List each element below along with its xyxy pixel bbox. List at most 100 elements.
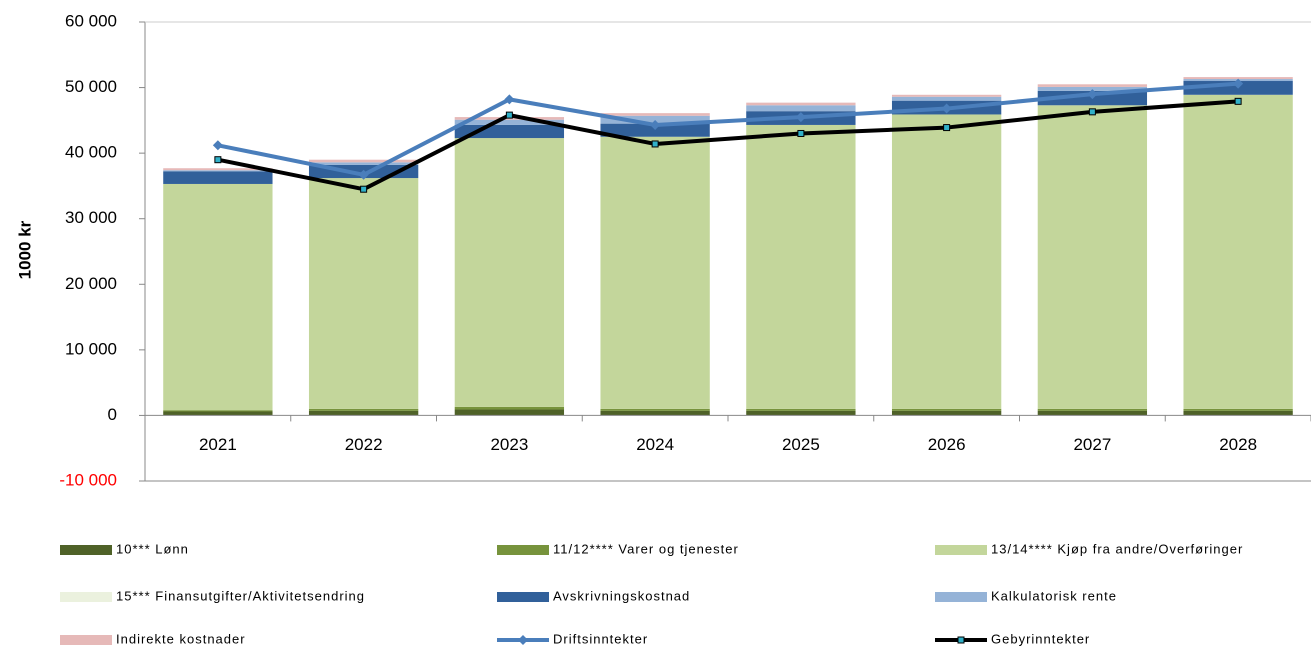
bar bbox=[1037, 410, 1148, 416]
legend-label: 13/14**** Kjøp fra andre/Overføringer bbox=[991, 541, 1243, 556]
legend-item: Indirekte kostnader bbox=[60, 631, 245, 646]
bar bbox=[1037, 84, 1148, 87]
line-marker bbox=[650, 119, 661, 130]
legend-item: Avskrivningskostnad bbox=[497, 588, 690, 603]
line-marker bbox=[505, 111, 513, 119]
bar bbox=[308, 410, 419, 416]
x-tick-label: 2025 bbox=[782, 435, 820, 454]
line-marker bbox=[795, 112, 806, 123]
x-tick-label: 2023 bbox=[490, 435, 528, 454]
legend-marker bbox=[957, 636, 965, 644]
y-tick-label: 10 000 bbox=[65, 339, 117, 358]
legend-swatch bbox=[60, 545, 112, 555]
x-tick-label: 2022 bbox=[345, 435, 383, 454]
bar bbox=[163, 168, 273, 171]
legend-label: 15*** Finansutgifter/Aktivitetsendring bbox=[116, 588, 365, 603]
line-marker bbox=[504, 94, 515, 105]
legend-item: 15*** Finansutgifter/Aktivitetsendring bbox=[60, 588, 365, 603]
bar bbox=[1183, 94, 1293, 409]
bar bbox=[308, 162, 419, 165]
line-marker bbox=[797, 129, 805, 137]
y-tick-label: 60 000 bbox=[65, 11, 117, 30]
x-tick-label: 2027 bbox=[1073, 435, 1111, 454]
bar bbox=[746, 124, 856, 409]
legend-label: 10*** Lønn bbox=[116, 541, 189, 556]
bar bbox=[1037, 86, 1148, 91]
bar bbox=[891, 408, 1002, 411]
bar bbox=[1183, 408, 1293, 411]
legend-item: Driftsinntekter bbox=[497, 631, 648, 646]
legend-marker bbox=[518, 635, 528, 645]
legend-item: 11/12**** Varer og tjenester bbox=[497, 541, 739, 556]
bar bbox=[891, 96, 1002, 101]
legend-item: Gebyrinntekter bbox=[935, 631, 1090, 646]
y-axis-title: 1000 kr bbox=[15, 220, 34, 279]
line-marker bbox=[214, 156, 222, 164]
bar bbox=[600, 410, 710, 416]
line bbox=[217, 81, 1239, 177]
bar bbox=[746, 410, 856, 416]
y-tick-label: 50 000 bbox=[65, 77, 117, 96]
legend-label: Driftsinntekter bbox=[553, 631, 648, 646]
legend-swatch bbox=[497, 592, 549, 602]
bar bbox=[1037, 408, 1148, 411]
bar bbox=[891, 410, 1002, 416]
bar bbox=[454, 409, 565, 416]
bar bbox=[454, 119, 565, 125]
line-marker bbox=[1087, 89, 1098, 100]
legend-swatch bbox=[60, 635, 112, 645]
line-marker bbox=[1234, 97, 1242, 105]
legend-label: Avskrivningskostnad bbox=[553, 588, 690, 603]
legend-label: Kalkulatorisk rente bbox=[991, 588, 1117, 603]
bar bbox=[308, 159, 419, 163]
bar bbox=[600, 123, 710, 137]
bar bbox=[746, 105, 856, 112]
legend-swatch bbox=[935, 545, 987, 555]
y-tick-label: 20 000 bbox=[65, 274, 117, 293]
legend-item: 10*** Lønn bbox=[60, 541, 189, 556]
legend-item: Kalkulatorisk rente bbox=[935, 588, 1117, 603]
y-tick-label: -10 000 bbox=[59, 470, 117, 489]
bar bbox=[891, 94, 1002, 97]
line bbox=[217, 99, 1239, 192]
legend-label: Gebyrinntekter bbox=[991, 631, 1090, 646]
line-marker bbox=[1088, 108, 1096, 116]
bar bbox=[600, 113, 710, 116]
bar bbox=[163, 171, 273, 184]
line-marker bbox=[212, 140, 223, 151]
bar bbox=[308, 408, 419, 411]
bar bbox=[163, 183, 273, 411]
x-tick-label: 2026 bbox=[928, 435, 966, 454]
bar bbox=[454, 406, 565, 410]
bar bbox=[891, 114, 1002, 409]
x-tick-label: 2021 bbox=[199, 435, 237, 454]
legend-swatch bbox=[935, 592, 987, 602]
legend-swatch bbox=[497, 545, 549, 555]
bar bbox=[454, 138, 565, 407]
line-marker bbox=[651, 140, 659, 148]
bar bbox=[1037, 105, 1148, 409]
bar bbox=[1183, 410, 1293, 416]
x-tick-label: 2028 bbox=[1219, 435, 1257, 454]
line-marker bbox=[943, 124, 951, 132]
legend-label: 11/12**** Varer og tjenester bbox=[553, 541, 739, 556]
x-tick-label: 2024 bbox=[636, 435, 674, 454]
bar bbox=[600, 115, 710, 124]
bar bbox=[746, 102, 856, 106]
line-marker bbox=[358, 169, 369, 180]
line-marker bbox=[360, 185, 368, 193]
bar bbox=[746, 408, 856, 411]
bar bbox=[600, 408, 710, 411]
y-tick-label: 40 000 bbox=[65, 143, 117, 162]
y-tick-label: 30 000 bbox=[65, 208, 117, 227]
bar bbox=[163, 410, 273, 412]
line-marker bbox=[1233, 78, 1244, 89]
y-tick-label: 0 bbox=[108, 405, 117, 424]
bar bbox=[1183, 77, 1293, 80]
bar bbox=[163, 170, 273, 172]
legend-swatch bbox=[60, 592, 112, 602]
legend-item: 13/14**** Kjøp fra andre/Overføringer bbox=[935, 541, 1243, 556]
bar bbox=[600, 136, 710, 409]
line-marker bbox=[941, 103, 952, 114]
